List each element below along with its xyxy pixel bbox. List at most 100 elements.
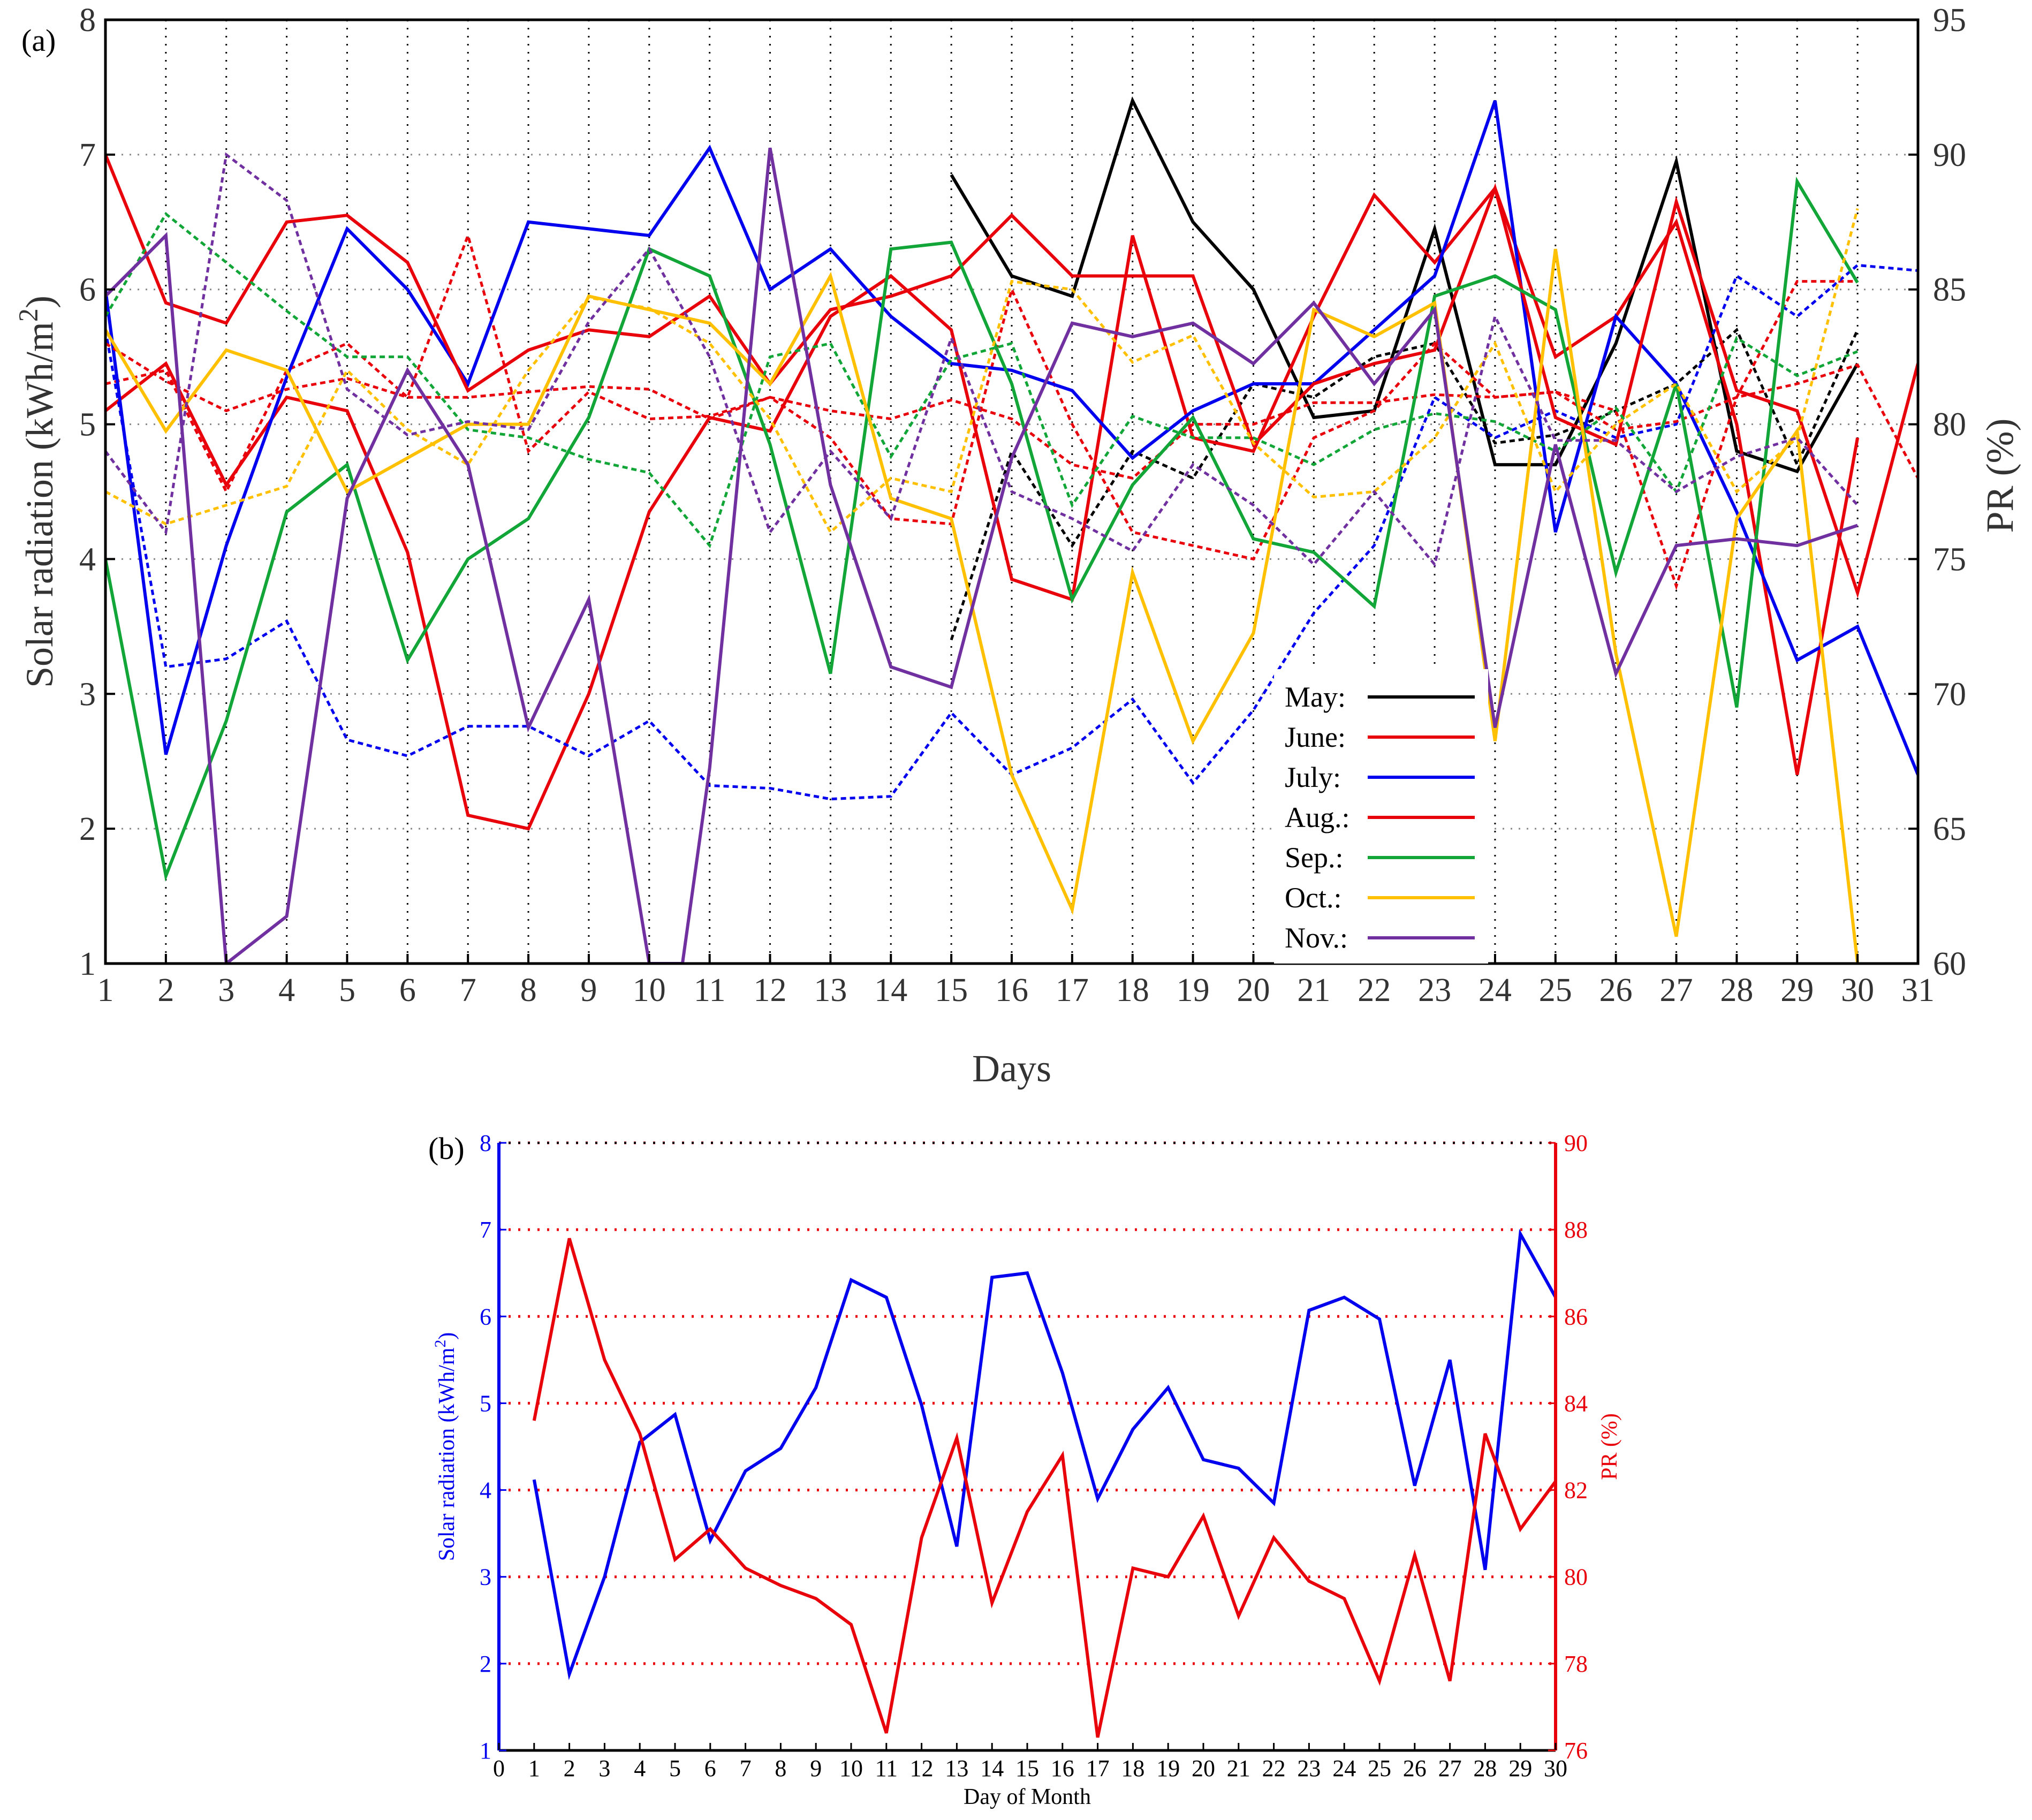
- x-tick-label: 6: [399, 972, 416, 1008]
- legend-label: July:: [1285, 761, 1341, 793]
- y2-tick-label: 70: [1933, 676, 1966, 712]
- y2-axis-title-a: PR (%): [1978, 419, 2021, 533]
- y-tick-label: 1: [79, 946, 96, 982]
- series-group: [532, 1228, 1556, 1738]
- y-axis-title-b: Solar radiation (kWh/m2): [432, 1332, 459, 1561]
- x-tick-label: 26: [1403, 1755, 1427, 1781]
- x-tick-label: 1: [528, 1755, 540, 1781]
- x-tick-label: 11: [694, 972, 726, 1008]
- x-tick-label: 7: [740, 1755, 752, 1781]
- legend-label: Nov.:: [1285, 922, 1348, 954]
- x-tick-label: 31: [1901, 972, 1935, 1008]
- x-tick-label: 27: [1438, 1755, 1462, 1781]
- y2-tick-label: 84: [1564, 1390, 1588, 1416]
- y-tick-label: 5: [79, 407, 96, 443]
- y-tick-label: 7: [79, 137, 96, 173]
- aug-pr-line: [105, 342, 1918, 480]
- sep-solar-line: [105, 177, 1859, 882]
- x-tick-label: 16: [995, 972, 1028, 1008]
- y2-axis-title-b: PR (%): [1597, 1413, 1622, 1480]
- chart-a: 1 2 3 4 5 6 7 8 9 10 11 12 13 14 15 16 17 18 19 20 21 22 23 24 2…: [13, 2, 2021, 1090]
- x-tick-label: 2: [157, 972, 174, 1008]
- x-tick-label: 4: [634, 1755, 646, 1781]
- legend-label: Oct.:: [1285, 882, 1341, 914]
- x-tick-label: 18: [1116, 972, 1149, 1008]
- solar-radiation-line: [532, 1228, 1556, 1680]
- x-tick-label: 29: [1508, 1755, 1532, 1781]
- x-tick-label: 15: [935, 972, 968, 1008]
- x-tick-label: 22: [1262, 1755, 1286, 1781]
- y2-tick-label: 95: [1933, 2, 1966, 39]
- x-tick-label: 13: [945, 1755, 968, 1781]
- x-tick-label: 11: [875, 1755, 898, 1781]
- legend-label: Aug.:: [1285, 801, 1350, 833]
- y2-tick-label: 85: [1933, 272, 1966, 308]
- x-tick-label: 27: [1660, 972, 1693, 1008]
- y2-tick-label: 82: [1564, 1477, 1588, 1504]
- y-axis-title-a: Solar radiation (kWh/m2): [13, 295, 61, 688]
- x-tick-label: 28: [1473, 1755, 1497, 1781]
- x-tick-label: 2: [564, 1755, 575, 1781]
- y-tick-label: 6: [79, 272, 96, 308]
- x-tick-label: 23: [1418, 972, 1451, 1008]
- x-tick-label: 3: [598, 1755, 610, 1781]
- x-tick-label: 17: [1086, 1755, 1110, 1781]
- x-tick-label: 20: [1192, 1755, 1215, 1781]
- y2-tick-label: 86: [1564, 1303, 1588, 1330]
- y-tick-label: 5: [480, 1390, 491, 1416]
- y2-tick-label: 90: [1933, 137, 1966, 173]
- x-tick-label: 30: [1841, 972, 1874, 1008]
- x-tick-label: 9: [810, 1755, 822, 1781]
- y2-tick-label: 78: [1564, 1651, 1588, 1677]
- x-tick-label: 28: [1720, 972, 1753, 1008]
- oct-solar-line: [105, 248, 1860, 964]
- y-tick-label: 8: [480, 1130, 491, 1156]
- x-tick-label: 7: [460, 972, 476, 1008]
- legend: May: June: July: Aug.: Sep.: Oct.: Nov.:: [1274, 669, 1488, 964]
- aug-solar-line: [105, 154, 1918, 598]
- x-tick-label: 19: [1156, 1755, 1180, 1781]
- may-pr-line: [950, 328, 1859, 641]
- x-axis-title-a: Days: [972, 1047, 1051, 1090]
- y-tick-label: 7: [480, 1217, 491, 1243]
- x-tick-label: 8: [775, 1755, 786, 1781]
- x-tick-label: 0: [493, 1755, 505, 1781]
- x-tick-label: 30: [1544, 1755, 1567, 1781]
- chart-b: 0 1 2 3 4 5 6 7 8 9 10 11 12 13 14 15 16 17 18 19 20 21 22 23 24…: [428, 1130, 1622, 1809]
- x-tick-label: 19: [1177, 972, 1210, 1008]
- x-tick-label: 14: [874, 972, 907, 1008]
- y-tick-label: 1: [480, 1738, 491, 1764]
- panel-label-a: (a): [21, 23, 56, 58]
- x-tick-label: 3: [218, 972, 234, 1008]
- x-tick-label: 24: [1478, 972, 1512, 1008]
- x-tick-label: 20: [1237, 972, 1270, 1008]
- y-tick-label: 2: [79, 811, 96, 847]
- x-tick-label: 18: [1121, 1755, 1144, 1781]
- x-tick-label: 14: [980, 1755, 1004, 1781]
- x-tick-label: 10: [633, 972, 666, 1008]
- y-tick-label: 6: [480, 1303, 491, 1330]
- y-tick-label: 3: [480, 1564, 491, 1590]
- x-tick-label: 24: [1332, 1755, 1356, 1781]
- x-tick-label: 26: [1599, 972, 1633, 1008]
- x-tick-label: 1: [97, 972, 114, 1008]
- nov-solar-line: [105, 147, 1859, 964]
- x-tick-label: 25: [1539, 972, 1572, 1008]
- x-tick-label: 17: [1056, 972, 1089, 1008]
- x-tick-label: 21: [1227, 1755, 1250, 1781]
- x-tick-label: 15: [1015, 1755, 1039, 1781]
- x-tick-label: 12: [754, 972, 787, 1008]
- x-tick-label: 25: [1368, 1755, 1391, 1781]
- legend-label: June:: [1285, 721, 1346, 753]
- x-tick-label: 6: [704, 1755, 716, 1781]
- series-group: [105, 96, 1918, 964]
- y-tick-label: 8: [79, 2, 96, 39]
- x-axis-title-b: Day of Month: [964, 1785, 1091, 1809]
- x-tick-label: 16: [1051, 1755, 1074, 1781]
- x-tick-label: 23: [1297, 1755, 1321, 1781]
- y2-tick-label: 88: [1564, 1217, 1588, 1243]
- x-tick-label: 4: [278, 972, 295, 1008]
- nov-pr-line: [105, 152, 1859, 567]
- x-tick-label: 22: [1358, 972, 1391, 1008]
